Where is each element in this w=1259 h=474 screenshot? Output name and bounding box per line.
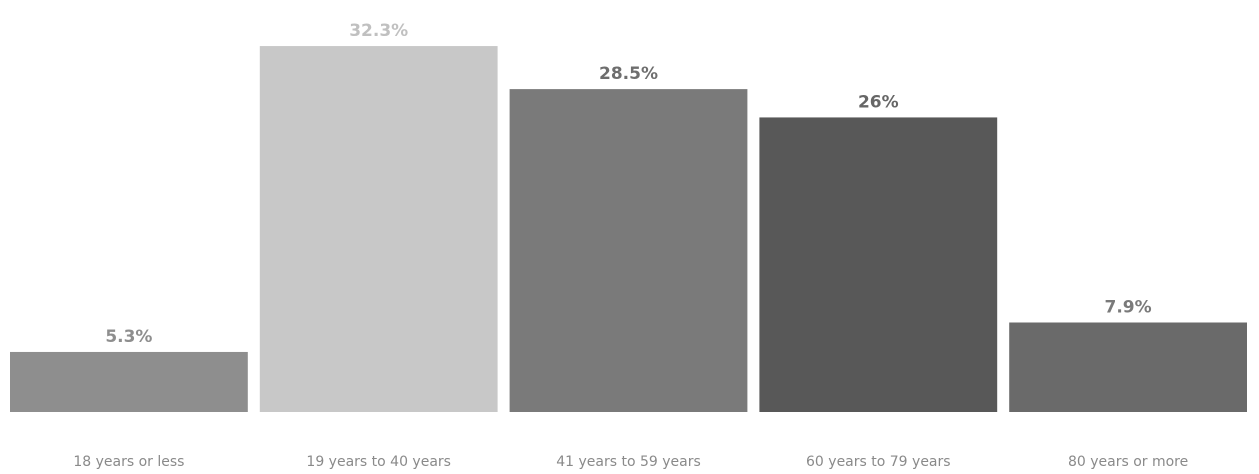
bars-group <box>10 46 1247 413</box>
value-label-4: 26% <box>858 92 899 112</box>
category-label-2: 19 years to 40 years <box>306 454 451 470</box>
category-label-4: 60 years to 79 years <box>806 454 951 470</box>
category-labels-group: 18 years or less 19 years to 40 years 41 y… <box>73 454 1188 470</box>
value-label-3: 28.5% <box>599 64 658 84</box>
bar-2 <box>259 46 498 413</box>
bar-3 <box>509 89 748 412</box>
value-label-1: 5.3% <box>105 327 152 347</box>
bar-1 <box>10 351 248 412</box>
bar-4 <box>759 117 998 412</box>
bar-5 <box>1009 322 1247 412</box>
category-label-1: 18 years or less <box>73 454 184 470</box>
value-label-2: 32.3% <box>349 21 408 41</box>
value-labels-group: 5.3% 32.3% 28.5% 26% 7.9% <box>105 21 1151 347</box>
category-label-3: 41 years to 59 years <box>556 454 701 470</box>
category-label-5: 80 years or more <box>1068 454 1188 470</box>
value-label-5: 7.9% <box>1105 297 1152 317</box>
